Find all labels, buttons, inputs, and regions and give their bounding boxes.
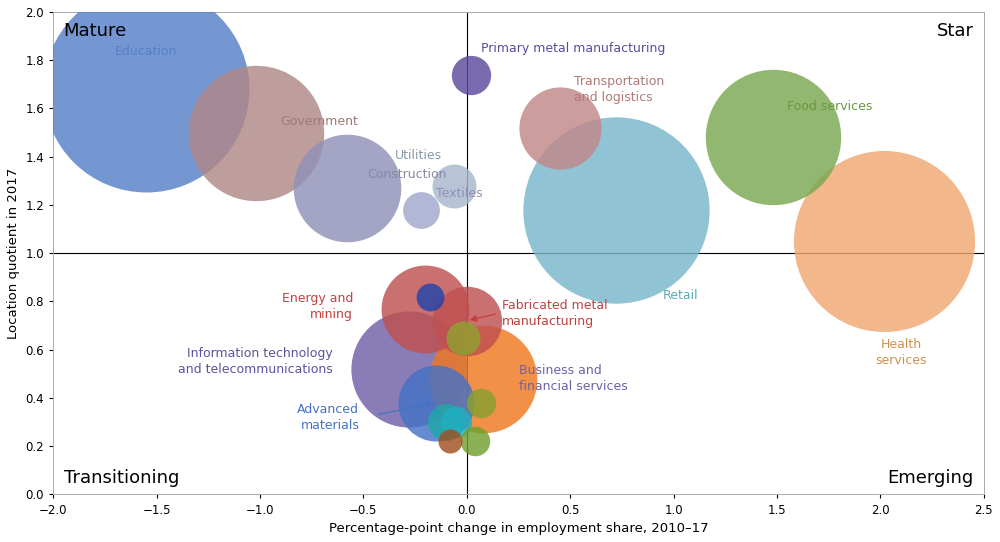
Point xyxy=(765,133,781,142)
Text: Food services: Food services xyxy=(787,100,873,113)
Point xyxy=(459,317,475,325)
Point xyxy=(248,128,264,137)
Text: Government: Government xyxy=(281,115,359,128)
Point xyxy=(422,292,438,301)
Text: Health
services: Health services xyxy=(875,338,927,366)
Y-axis label: Location quotient in 2017: Location quotient in 2017 xyxy=(7,167,20,339)
Point xyxy=(401,365,417,373)
Text: Information technology
and telecommunications: Information technology and telecommunica… xyxy=(178,347,332,376)
Text: Star: Star xyxy=(936,22,973,40)
Text: Education: Education xyxy=(115,45,178,58)
Point xyxy=(417,305,433,313)
Text: Transitioning: Transitioning xyxy=(64,469,179,487)
Point xyxy=(608,205,624,214)
Text: Transportation
and logistics: Transportation and logistics xyxy=(574,75,665,104)
Point xyxy=(339,184,355,192)
Text: Utilities: Utilities xyxy=(395,149,442,162)
X-axis label: Percentage-point change in employment share, 2010–17: Percentage-point change in employment sh… xyxy=(329,522,708,535)
Point xyxy=(442,437,458,446)
Point xyxy=(438,418,454,427)
Point xyxy=(413,205,429,214)
Text: Primary metal manufacturing: Primary metal manufacturing xyxy=(481,42,666,55)
Text: Emerging: Emerging xyxy=(887,469,973,487)
Point xyxy=(428,398,444,407)
Text: Mature: Mature xyxy=(64,22,127,40)
Text: Construction: Construction xyxy=(368,168,447,181)
Point xyxy=(552,124,568,132)
Text: Energy and
mining: Energy and mining xyxy=(282,292,353,321)
Point xyxy=(455,333,471,342)
Point xyxy=(876,237,892,246)
Text: Business and
financial services: Business and financial services xyxy=(519,364,627,393)
Point xyxy=(138,85,154,93)
Text: Fabricated metal
manufacturing: Fabricated metal manufacturing xyxy=(502,299,608,328)
Text: Retail: Retail xyxy=(663,289,699,302)
Point xyxy=(448,418,464,427)
Text: Advanced
materials: Advanced materials xyxy=(297,403,359,432)
Point xyxy=(475,375,491,383)
Point xyxy=(463,70,479,79)
Text: Textiles: Textiles xyxy=(436,187,482,200)
Point xyxy=(467,437,483,446)
Point xyxy=(473,398,489,407)
Point xyxy=(446,182,462,190)
